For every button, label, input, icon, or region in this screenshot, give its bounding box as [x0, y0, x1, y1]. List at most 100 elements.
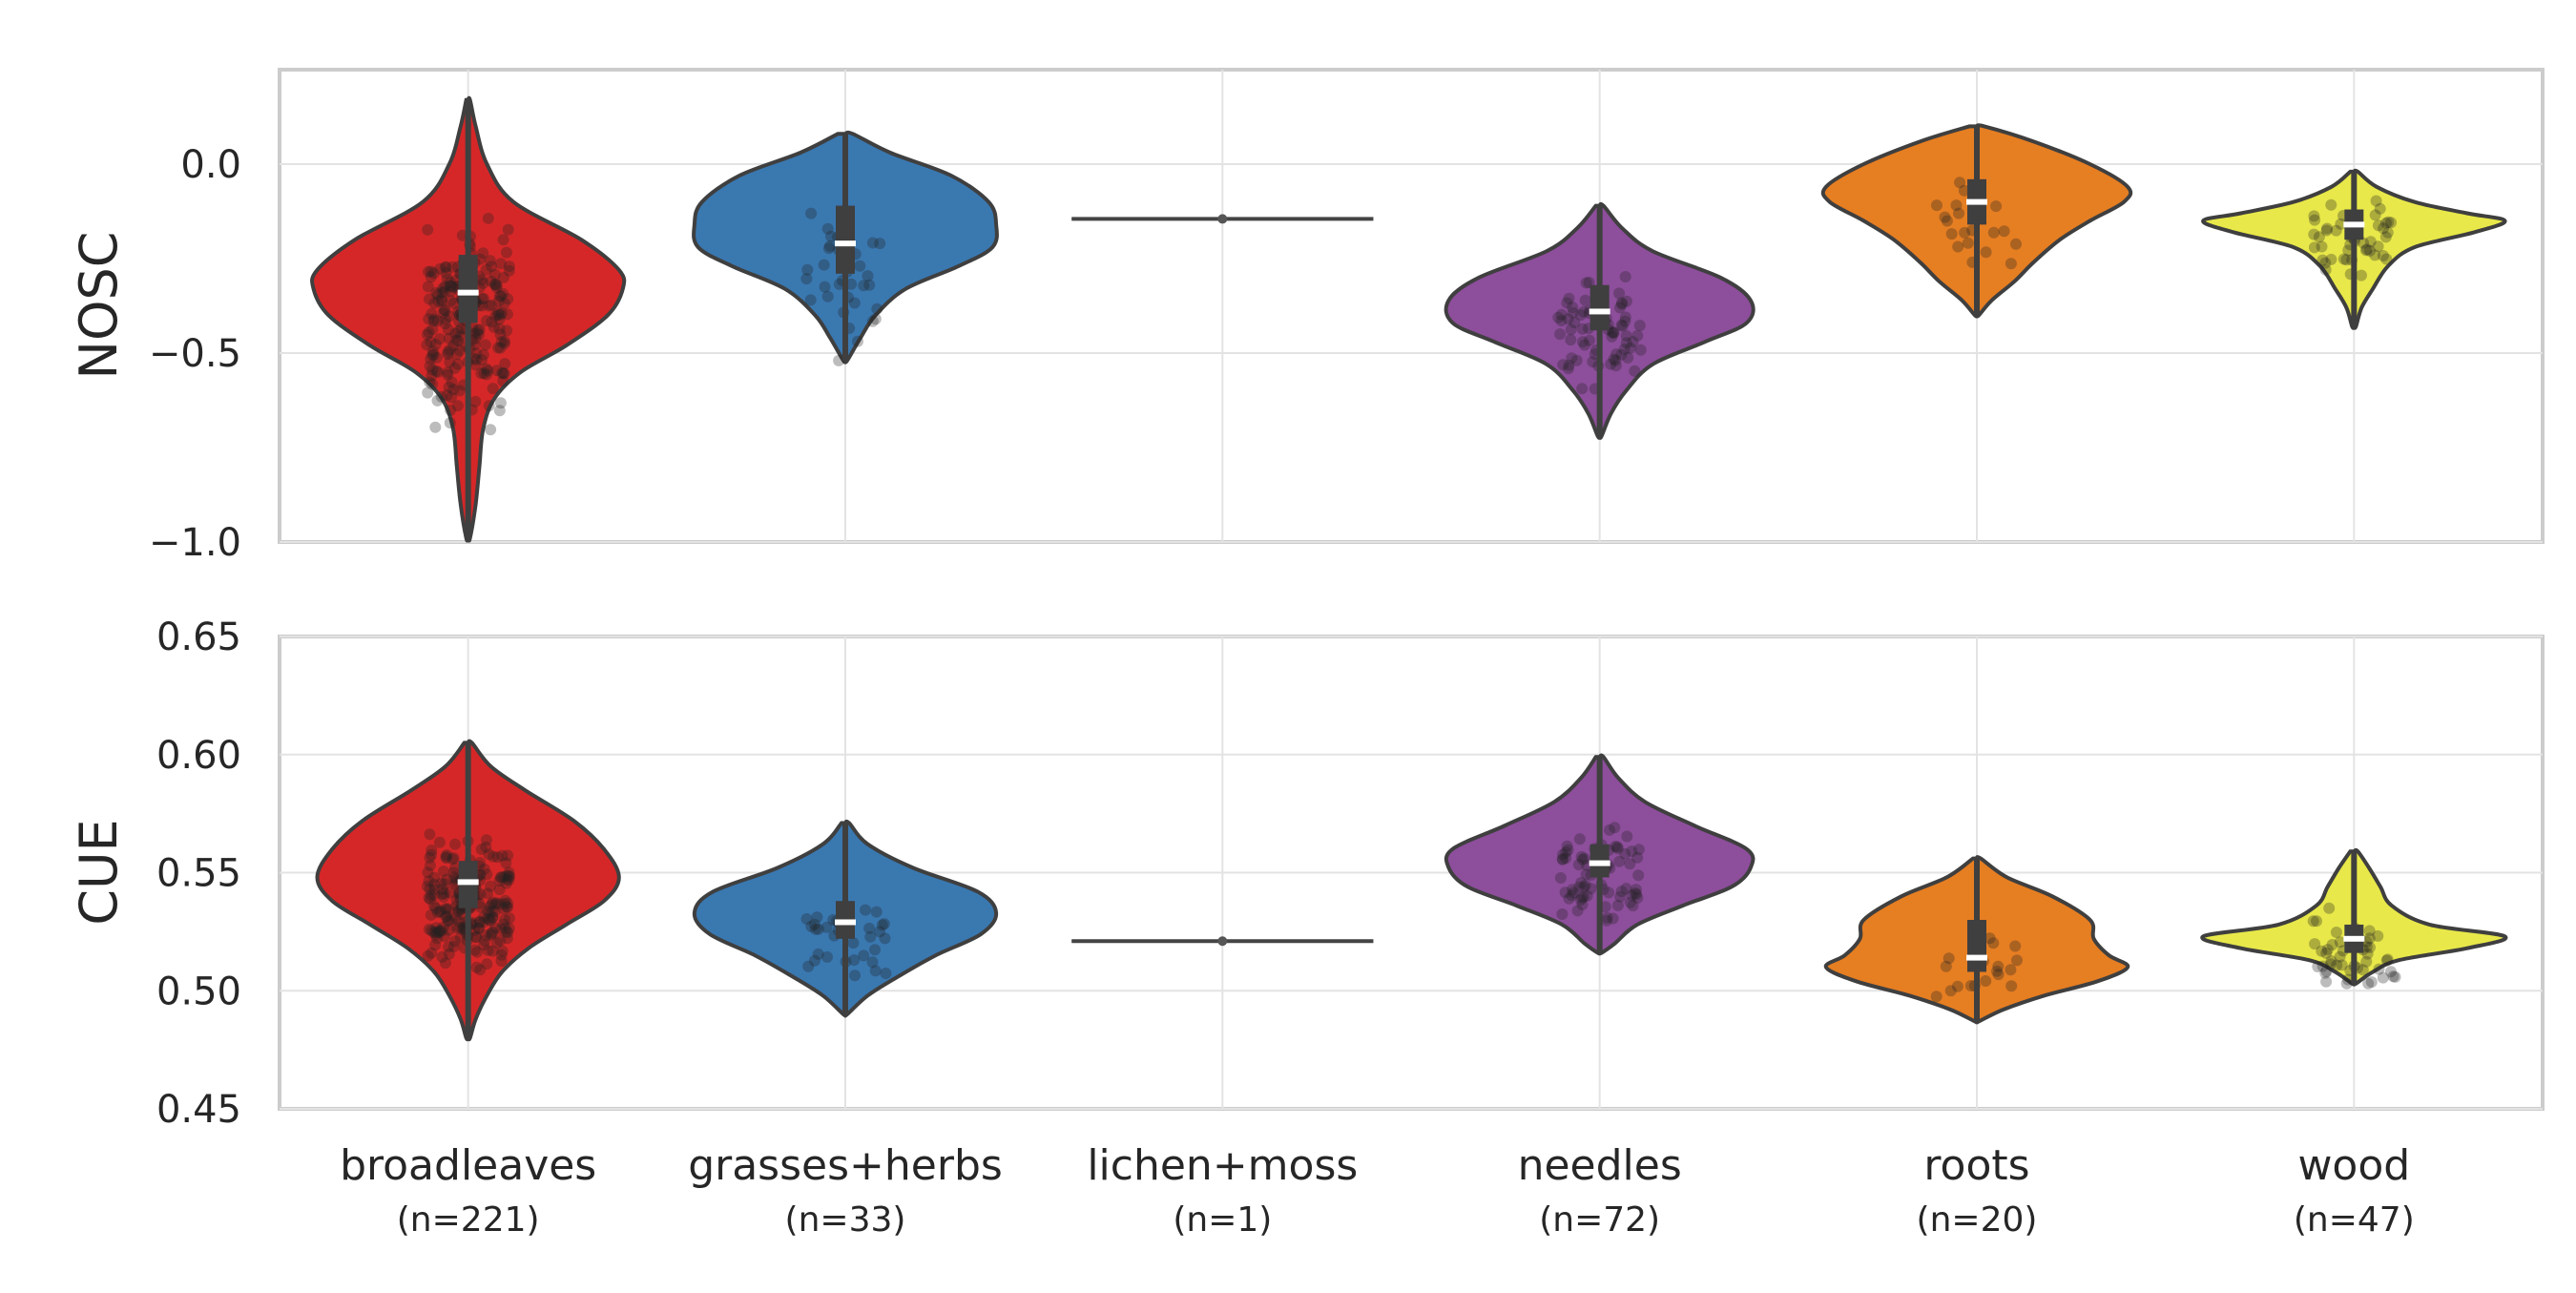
data-point	[1980, 975, 1992, 987]
data-point	[2372, 929, 2384, 942]
data-point	[869, 313, 882, 325]
y-tick-label: 0.55	[156, 852, 241, 896]
data-point	[1577, 305, 1589, 318]
data-point	[424, 851, 436, 864]
data-point	[2325, 955, 2337, 967]
data-point	[1560, 852, 1572, 865]
data-point	[424, 376, 436, 388]
data-point	[494, 397, 507, 409]
y-tick-label: 0.45	[156, 1088, 241, 1132]
data-point	[499, 922, 511, 934]
data-point	[425, 353, 437, 365]
data-point	[445, 281, 456, 292]
data-point	[492, 342, 505, 354]
data-point	[1611, 899, 1624, 911]
data-point	[472, 324, 484, 336]
data-point	[812, 948, 824, 960]
data-point	[1615, 297, 1628, 309]
data-point	[2331, 959, 2343, 971]
data-point	[456, 908, 468, 921]
data-point	[804, 294, 817, 306]
data-point	[802, 960, 815, 972]
data-point	[453, 344, 466, 357]
x-category-count: (n=72)	[1539, 1200, 1660, 1240]
data-point	[2342, 244, 2355, 257]
data-point	[427, 899, 440, 911]
y-tick-label: −1.0	[149, 521, 241, 565]
data-point	[2316, 254, 2329, 266]
data-point	[1632, 869, 1645, 882]
data-point	[866, 237, 879, 249]
data-point	[452, 335, 465, 346]
data-point	[496, 945, 509, 957]
data-point	[2365, 976, 2378, 989]
data-point	[1619, 311, 1631, 323]
data-point	[447, 853, 459, 865]
data-point	[486, 261, 498, 273]
data-point	[2342, 973, 2355, 986]
data-point	[810, 923, 821, 935]
data-point	[439, 261, 451, 274]
data-point	[426, 323, 439, 336]
data-point	[847, 937, 860, 949]
data-point	[449, 911, 462, 924]
data-point	[497, 375, 509, 387]
data-point	[1604, 824, 1615, 836]
data-point	[447, 941, 460, 952]
data-point	[1217, 214, 1228, 224]
data-point	[493, 405, 506, 417]
data-point	[442, 348, 454, 361]
data-point	[866, 956, 879, 969]
data-point	[429, 902, 442, 914]
data-point	[440, 267, 452, 280]
data-point	[2381, 953, 2394, 966]
data-point	[431, 932, 443, 945]
data-point	[439, 313, 451, 325]
data-point	[482, 945, 494, 956]
data-point	[2009, 940, 2022, 952]
median-marker-broadleaves	[457, 879, 479, 886]
data-point	[425, 889, 437, 902]
data-point	[503, 922, 515, 934]
data-point	[2010, 238, 2022, 250]
data-point	[453, 385, 466, 397]
data-point	[502, 897, 514, 909]
data-point	[504, 870, 516, 883]
data-point	[424, 360, 436, 372]
data-point	[2316, 945, 2328, 957]
data-point	[2321, 944, 2334, 956]
data-point	[436, 888, 448, 901]
data-point	[473, 328, 485, 341]
data-point	[2372, 240, 2384, 253]
data-point	[502, 849, 514, 862]
data-point	[502, 223, 514, 236]
data-point	[1563, 892, 1575, 905]
data-point	[454, 931, 467, 944]
data-point	[443, 332, 455, 344]
data-point	[2011, 954, 2023, 967]
data-point	[2359, 244, 2372, 257]
data-point	[811, 911, 823, 924]
data-point	[1580, 277, 1592, 289]
data-point	[1581, 889, 1593, 902]
data-point	[426, 345, 439, 358]
data-point	[1630, 887, 1642, 899]
data-point	[438, 891, 449, 903]
data-point	[443, 914, 455, 927]
data-point	[821, 950, 833, 963]
data-point	[870, 906, 883, 918]
data-point	[476, 354, 488, 366]
data-point	[481, 905, 493, 917]
data-point	[866, 315, 879, 327]
data-point	[433, 333, 446, 345]
data-point	[2340, 977, 2353, 990]
data-point	[427, 927, 440, 938]
data-point	[2369, 209, 2381, 221]
data-point	[1575, 850, 1588, 863]
data-point	[423, 313, 435, 325]
data-point	[2311, 915, 2322, 928]
data-point	[1992, 969, 2005, 981]
data-point	[488, 268, 501, 281]
data-point	[495, 923, 508, 935]
